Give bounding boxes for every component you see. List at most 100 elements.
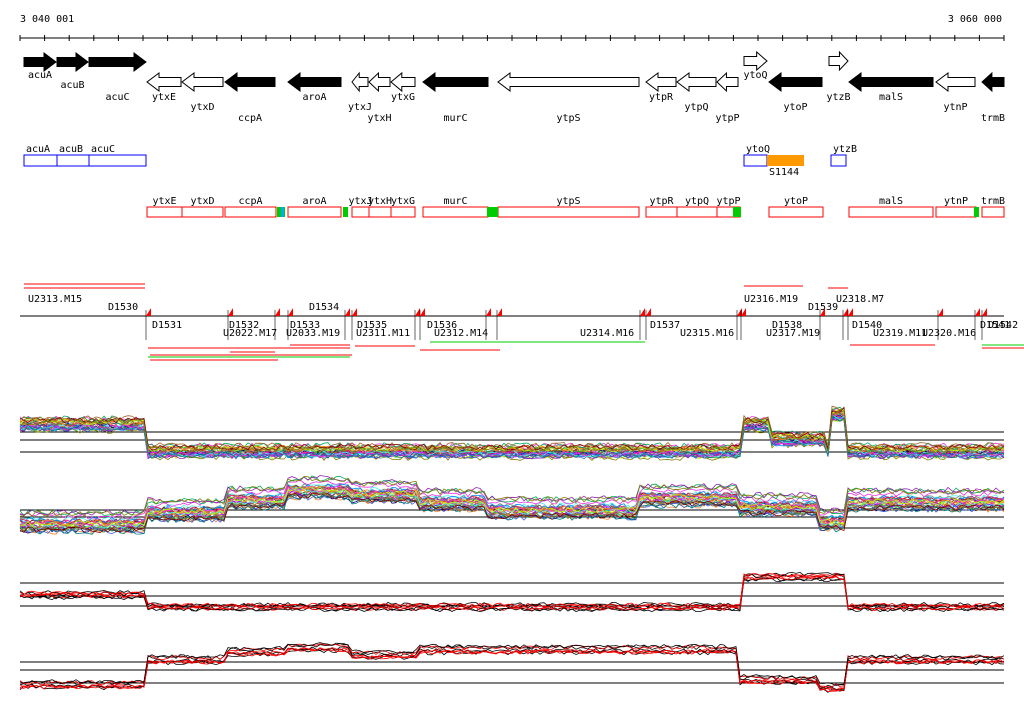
gene-label-acuC: acuC [105,92,129,103]
red-box-trmB[interactable] [981,206,1005,218]
gene-arrow-ytpQ[interactable] [676,72,717,92]
blue-box-ytzB[interactable] [830,154,847,167]
red-box-ccpA[interactable] [224,206,277,218]
red-box-label-ytxE: ytxE [152,196,176,207]
gene-arrow-ytxE[interactable] [146,72,182,92]
red-box-ytnP[interactable] [935,206,977,218]
green-mark [974,207,979,217]
red-box-label-ytxJ: ytxJ [348,196,372,207]
red-box-ytpR[interactable] [645,206,678,218]
gene-arrow-ytnP[interactable] [935,72,976,92]
red-box-ytpS[interactable] [497,206,640,218]
red-box-ytpQ[interactable] [676,206,718,218]
blue-box-acuC[interactable] [88,154,147,167]
expression-trace [19,406,1005,450]
red-box-ytxD[interactable] [181,206,224,218]
segment-label-bottom: U2319.M11 [873,328,927,339]
gene-label-ytxD: ytxD [190,102,214,113]
blue-box-acuA[interactable] [23,154,58,167]
segment-marker [345,308,350,316]
gene-label-ytpQ: ytpQ [684,102,708,113]
gene-label-ytxJ: ytxJ [348,102,372,113]
expression-trace [19,642,1005,686]
red-box-malS[interactable] [848,206,934,218]
orange-feature-label: S1144 [769,167,799,178]
gene-arrow-trmB[interactable] [981,71,1005,93]
gene-arrow-murC[interactable] [422,72,489,92]
expression-trace [19,409,1005,454]
blue-box-label-acuC: acuC [91,144,115,155]
gene-arrow-acuC[interactable] [88,52,147,72]
red-box-label-ytpP: ytpP [716,196,740,207]
gene-arrow-ytpR[interactable] [645,72,677,92]
expression-trace [19,484,1005,526]
segment-marker [486,308,491,316]
blue-box-label-acuA: acuA [26,144,50,155]
expression-trace [19,573,1005,609]
red-box-label-ccpA: ccpA [238,196,262,207]
expression-trace [19,414,1005,459]
red-box-murC[interactable] [422,206,489,218]
red-box-ytxJ[interactable] [351,206,370,218]
expression-trace [19,405,1005,449]
gene-arrow-acuB[interactable] [56,52,89,72]
gene-arrow-malS[interactable] [848,72,934,92]
gene-label-ytpR: ytpR [649,92,674,103]
segment-label-bottom: D1540 [852,320,882,331]
gene-arrow-ytxD[interactable] [181,72,224,92]
segment-label-bottom: D1538 [772,320,802,331]
gene-label-ytzB: ytzB [826,92,850,103]
expression-trace [19,646,1005,692]
segment-marker [497,308,502,316]
expression-trace [19,412,1005,456]
gene-labels-track: acuA acuB acuC ytxE ytxD ccpA aroA ytxJytxHytxG… [28,70,1005,124]
gene-label-ytxH: ytxH [367,113,391,124]
segment-label-bottom: D1537 [650,320,680,331]
gene-arrow-acuA[interactable] [23,52,57,72]
segment-label-bottom: D1533 [290,320,320,331]
expression-trace [19,413,1005,458]
expression-trace [19,492,1005,534]
red-box-ytoP[interactable] [768,206,824,218]
expression-trace [19,573,1005,609]
segment-marker [275,308,280,316]
red-box-label-malS: malS [879,196,903,207]
gene-arrow-ytzB[interactable] [828,50,849,72]
ruler-start-label: 3 040 001 [20,14,74,25]
segment-label-bottom: D1541 [980,320,1010,331]
segment-label-bottom: U2314.M16 [580,328,634,339]
expression-trace [19,648,1005,693]
cyan-mark [281,207,284,217]
blue-feature-track: acuA acuB acuC ytoQ ytzB S1144 [23,144,857,178]
gene-arrow-ytpS[interactable] [497,72,640,92]
blue-box-acuB[interactable] [56,154,90,167]
expression-trace [19,571,1005,607]
red-box-ytxG[interactable] [390,206,416,218]
red-box-ytxE[interactable] [146,206,183,218]
red-box-ytxH[interactable] [368,206,392,218]
gene-label-ytpS: ytpS [556,113,580,124]
segment-label-top: U2313.M15 [28,294,82,305]
red-box-label-ytpR: ytpR [649,196,674,207]
gene-arrow-ytpP[interactable] [716,71,739,93]
red-box-aroA[interactable] [287,206,342,218]
gene-arrow-ytxJ[interactable] [351,71,369,93]
blue-box-ytoQ[interactable] [743,154,768,167]
orange-feature-bar[interactable] [767,155,804,166]
gene-label-ccpA: ccpA [238,113,262,124]
coordinate-ruler: 3 040 001 3 060 000 [19,14,1005,41]
segment-marker [848,308,853,316]
gene-arrow-ytoP[interactable] [768,72,823,92]
segment-marker [843,308,848,316]
gene-arrow-ytxH[interactable] [368,71,391,93]
gene-label-aroA: aroA [302,92,326,103]
gene-label-ytoQ: ytoQ [743,70,767,81]
segment-label-top: U2318.M7 [836,294,884,305]
blue-box-label-ytoQ: ytoQ [746,144,770,155]
gene-arrow-ytoQ[interactable] [743,50,768,72]
gene-arrow-ccpA[interactable] [224,72,276,92]
gene-arrow-ytxG[interactable] [390,71,416,93]
gene-arrow-aroA[interactable] [287,72,342,92]
segment-label-bottom: U2311.M11 [356,328,410,339]
red-box-label-ytxD: ytxD [190,196,214,207]
